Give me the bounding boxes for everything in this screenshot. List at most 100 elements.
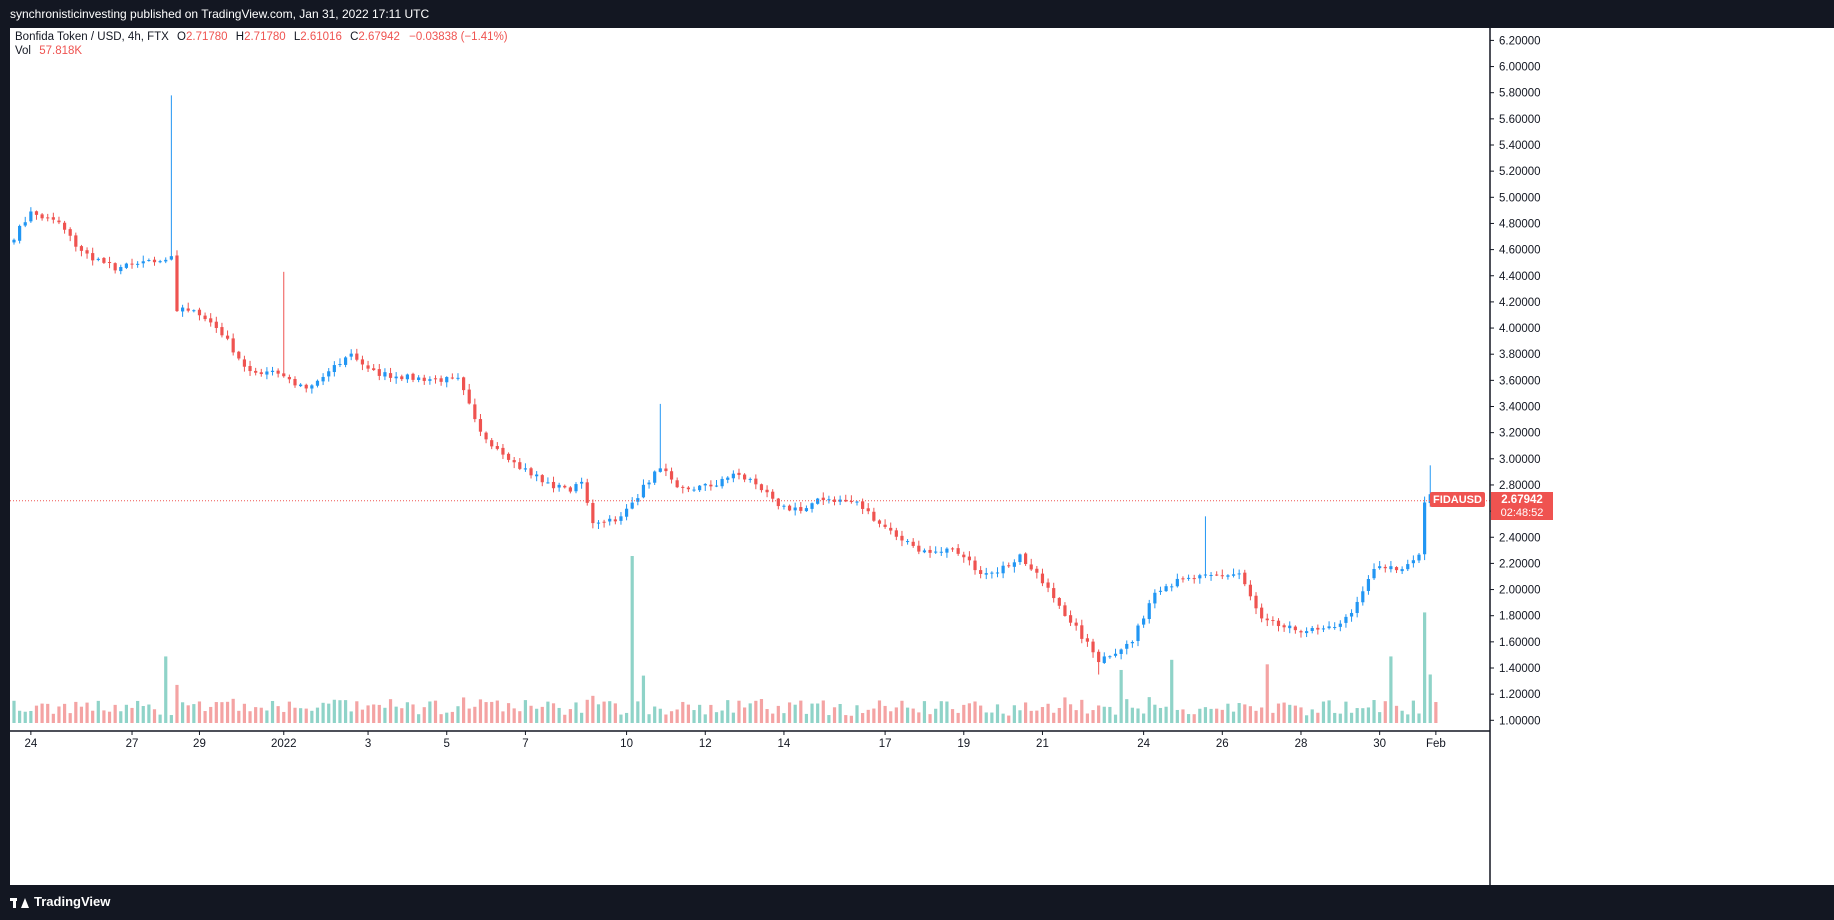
price-chart[interactable]: 6.20000 6.00000 5.80000 5.60000 5.40000 5.200… <box>10 28 1834 885</box>
volume-bar <box>664 714 668 723</box>
chart-area[interactable]: 6.20000 6.00000 5.80000 5.60000 5.40000 5.200… <box>10 28 1834 885</box>
candle-body <box>759 484 764 491</box>
candle-body <box>630 502 634 509</box>
time-tick-label: 30 <box>1373 738 1386 750</box>
price-tick-label: 5.00000 <box>1499 192 1541 204</box>
candle-body <box>1209 574 1213 576</box>
candle-body <box>1355 601 1359 613</box>
candle-body <box>321 376 325 382</box>
volume-bar <box>630 556 634 723</box>
volume-bar <box>192 704 196 723</box>
candle-body <box>984 573 988 575</box>
candle-body <box>737 472 741 475</box>
volume-bar <box>1378 712 1382 723</box>
candle-body <box>18 225 22 241</box>
volume-bar <box>765 709 769 723</box>
candle-body <box>636 498 640 502</box>
candle-body <box>164 259 168 262</box>
candle-body <box>186 308 190 311</box>
candle-body <box>703 483 707 486</box>
candle-body <box>79 246 84 251</box>
price-tick-label: 4.40000 <box>1499 271 1541 283</box>
candle-body <box>832 499 837 502</box>
volume-bar <box>967 703 971 723</box>
candle-body <box>950 548 955 550</box>
volume-bar <box>585 699 589 723</box>
volume-bar <box>540 706 544 723</box>
candle-body <box>433 378 438 380</box>
candle-body <box>29 211 33 222</box>
volume-bar <box>40 703 44 723</box>
legend-close-label: C <box>350 31 358 43</box>
volume-bar <box>270 700 275 723</box>
time-axis[interactable]: 24 27 29 2022 3 5 7 10 12 14 17 19 21 24 26 28 30 Feb <box>24 731 1446 750</box>
volume-bar <box>1355 708 1359 723</box>
volume-bar <box>849 715 853 723</box>
volume-bars <box>12 556 1438 723</box>
volume-bar <box>169 715 173 723</box>
candle-body <box>1035 568 1039 573</box>
volume-bar <box>141 706 145 723</box>
candle-body <box>681 486 685 488</box>
volume-bar <box>1260 707 1264 723</box>
volume-bar <box>737 700 741 723</box>
volume-bar <box>698 704 702 723</box>
volume-bar <box>675 709 679 723</box>
candle-body <box>1344 616 1348 623</box>
volume-bar <box>883 705 887 723</box>
candle-body <box>12 239 16 243</box>
candle-body <box>1248 584 1252 597</box>
candle-body <box>1400 569 1404 572</box>
candle-body <box>192 310 196 312</box>
candle-body <box>546 482 550 484</box>
candle-body <box>928 549 932 553</box>
candle-body <box>1265 618 1269 621</box>
candle-body <box>1215 574 1219 576</box>
publish-bar: synchronisticinvesting published on Trad… <box>0 0 1834 28</box>
volume-bar <box>1316 712 1320 723</box>
legend-high-label: H <box>236 31 244 43</box>
volume-bar <box>214 702 218 723</box>
tradingview-logo[interactable]: TradingView <box>10 894 110 909</box>
price-tick-label: 1.60000 <box>1499 637 1541 649</box>
volume-bar <box>776 705 780 723</box>
candle-body <box>793 507 797 511</box>
candle-body <box>130 263 134 265</box>
volume-bar <box>1001 713 1005 723</box>
volume-bar <box>237 710 241 723</box>
candle-body <box>1024 553 1028 565</box>
candle-body <box>456 377 460 379</box>
candle-body <box>1310 628 1314 631</box>
candle-body <box>563 485 567 488</box>
volume-bar <box>495 700 499 723</box>
price-tick-label: 6.00000 <box>1499 62 1541 74</box>
volume-bar <box>265 710 269 723</box>
candle-body <box>1198 575 1202 579</box>
volume-bar <box>1142 713 1146 723</box>
volume-bar <box>34 705 39 723</box>
candle-body <box>203 315 207 320</box>
volume-bar <box>1321 701 1326 723</box>
volume-bar <box>799 700 803 723</box>
candle-body <box>175 255 179 312</box>
volume-bar <box>254 707 258 723</box>
price-axis[interactable]: 6.20000 6.00000 5.80000 5.60000 5.40000 5.200… <box>1490 35 1541 727</box>
candle-body <box>467 389 471 404</box>
candle-body <box>675 480 679 488</box>
volume-bar <box>158 714 162 723</box>
candle-body <box>827 499 831 501</box>
candle-body <box>557 484 561 488</box>
candle-body <box>602 521 606 523</box>
candle-body <box>872 511 876 521</box>
candle-body <box>1321 628 1326 630</box>
candle-body <box>1130 641 1134 644</box>
price-tick-label: 5.40000 <box>1499 140 1541 152</box>
volume-bar <box>102 710 106 723</box>
volume-bar <box>608 701 612 723</box>
volume-bar <box>551 703 556 723</box>
volume-bar <box>299 708 303 723</box>
time-tick-label: 29 <box>193 738 206 750</box>
volume-bar <box>512 708 516 723</box>
volume-bar <box>658 708 662 723</box>
candle-body <box>917 545 921 552</box>
